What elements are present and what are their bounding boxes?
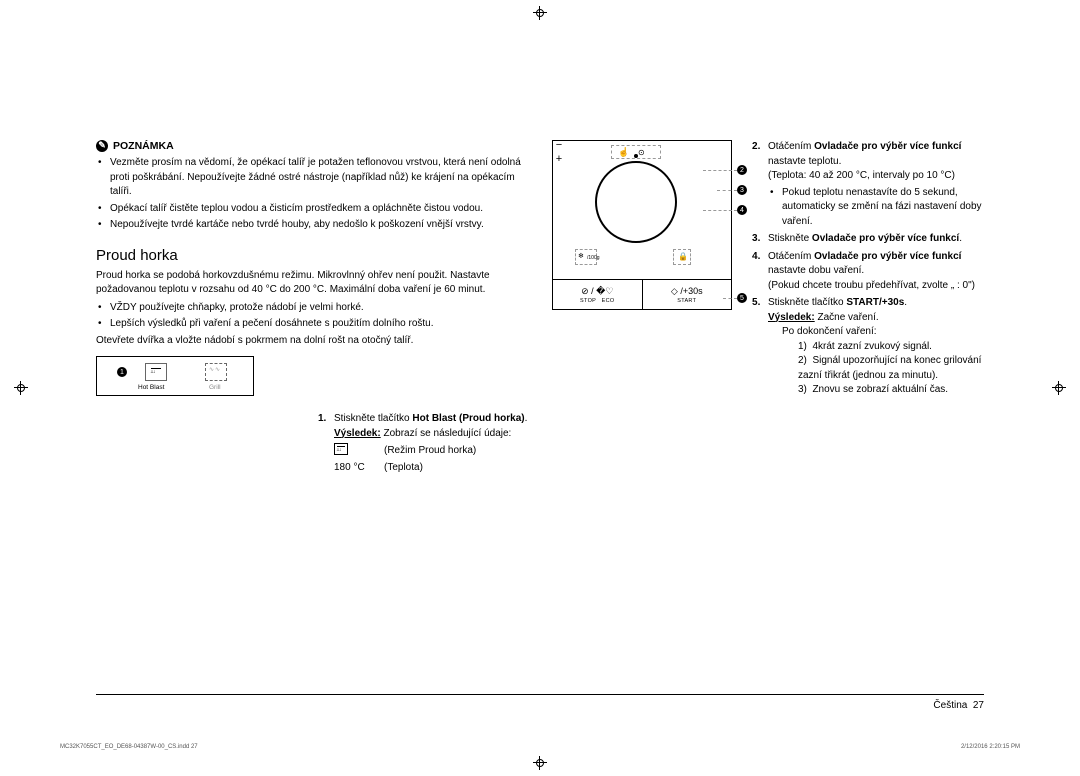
connector-line: [723, 298, 737, 299]
right-column: ☝ ⊙ − + ❄ /100g 🔒 ⊘ / �♡: [552, 140, 984, 401]
footer-page: Čeština 27: [933, 700, 984, 711]
dial-bottom-row: ⊘ / �♡ STOP ECO ◇ /+30s START: [553, 279, 731, 309]
stop-label: STOP: [580, 298, 596, 304]
step-1-result-label: Výsledek:: [334, 428, 381, 439]
hotblast-mode-icon: [334, 443, 348, 455]
step-2: Otáčením Ovladače pro výběr více funkcí …: [752, 140, 984, 229]
step-3: Stiskněte Ovladače pro výběr více funkcí…: [752, 232, 984, 247]
eco-label: ECO: [602, 298, 615, 304]
step-5-sublist: 1) 4krát zazní zvukový signál. 2) Signál…: [782, 340, 984, 398]
registration-mark-right: [1052, 381, 1066, 395]
defrost-segment: ❄ /100g: [575, 249, 597, 265]
step-1-result-text: Zobrazí se následující údaje:: [383, 428, 511, 439]
step-5-result-label: Výsledek:: [768, 312, 815, 323]
section-title: Proud horka: [96, 247, 528, 264]
section-bullets: VŽDY používejte chňapky, protože nádobí …: [96, 301, 528, 332]
step-num-1-icon: 1: [117, 367, 127, 377]
note-item: Vezměte prosím na vědomí, že opékací tal…: [110, 156, 528, 200]
grill-button-icon: ∿∿: [205, 363, 227, 381]
registration-mark-left: [14, 381, 28, 395]
hotblast-button-icon: [145, 363, 167, 381]
step-5-sub-3: 3) Znovu se zobrazí aktuální čas.: [798, 383, 984, 398]
temp-value: 180 °C: [334, 460, 374, 475]
step-1-block: Stiskněte tlačítko Hot Blast (Proud hork…: [318, 412, 528, 475]
step-4-note: (Pokud chcete troubu předehřívat, zvolte…: [768, 279, 984, 294]
step-num-5-icon: 5: [737, 293, 747, 303]
dial-diagram: ☝ ⊙ − + ❄ /100g 🔒 ⊘ / �♡: [552, 140, 732, 310]
step-num-2-icon: 2: [737, 165, 747, 175]
footer-meta-left: MC32K7055CT_EO_DE68-04387W-00_CS.indd 27: [60, 744, 198, 750]
lock-segment: 🔒: [673, 249, 691, 265]
note-item: Opékací talíř čistěte teplou vodou a čis…: [110, 202, 528, 217]
section-bullet: VŽDY používejte chňapky, protože nádobí …: [110, 301, 528, 316]
grill-label: Grill: [209, 384, 221, 391]
start-label: START: [677, 298, 696, 304]
minus-icon: −: [553, 141, 565, 153]
note-label: POZNÁMKA: [113, 140, 174, 152]
steps-list: Otáčením Ovladače pro výběr více funkcí …: [752, 140, 984, 398]
note-icon: ✎: [96, 140, 108, 152]
footer-meta-right: 2/12/2016 2:20:15 PM: [961, 744, 1020, 750]
step-5-after: Po dokončení vaření: 1) 4krát zazní zvuk…: [768, 325, 984, 398]
note-list: Vezměte prosím na vědomí, že opékací tal…: [96, 156, 528, 233]
plus-icon: +: [553, 153, 565, 165]
note-item: Nepoužívejte tvrdé kartáče nebo tvrdé ho…: [110, 218, 528, 233]
temp-text: (Teplota): [384, 460, 423, 475]
registration-mark-bottom: [533, 756, 547, 770]
step-5-result-text: Začne vaření.: [817, 312, 878, 323]
left-column: ✎ POZNÁMKA Vezměte prosím na vědomí, že …: [96, 140, 528, 401]
mode-text: (Režim Proud horka): [384, 443, 476, 460]
note-heading: ✎ POZNÁMKA: [96, 140, 528, 152]
step-num-4-icon: 4: [737, 205, 747, 215]
step-5-sub-1: 1) 4krát zazní zvukový signál.: [798, 340, 984, 355]
hotblast-label: Hot Blast: [138, 384, 164, 391]
display-readout: (Režim Proud horka) 180 °C (Teplota): [318, 443, 528, 475]
plus30-label: /+30s: [680, 286, 702, 296]
page-content: ✎ POZNÁMKA Vezměte prosím na vědomí, že …: [96, 140, 984, 696]
step-2-note: (Teplota: 40 až 200 °C, intervaly po 10 …: [768, 169, 984, 184]
connector-line: [703, 170, 737, 171]
mode-icon-cell: [334, 443, 374, 460]
step-2-bullet: Pokud teplotu nenastavíte do 5 sekund, a…: [782, 186, 984, 230]
section-p1: Proud horka se podobá horkovzdušnému rež…: [96, 269, 528, 298]
step-5-sub-2: 2) Signál upozorňující na konec grilován…: [798, 354, 984, 383]
step-1: Stiskněte tlačítko Hot Blast (Proud hork…: [318, 412, 528, 441]
step-4: Otáčením Ovladače pro výběr více funkcí …: [752, 250, 984, 294]
section-p2: Otevřete dvířka a vložte nádobí s pokrme…: [96, 334, 528, 349]
mini-control-diagram: 1 ∿∿ Hot Blast Grill: [96, 356, 254, 396]
section-body: Proud horka se podobá horkovzdušnému rež…: [96, 269, 528, 349]
start-icon: ◇: [671, 286, 678, 296]
start-cell: ◇ /+30s START: [643, 280, 732, 309]
connector-line: [717, 190, 737, 191]
stop-eco-cell: ⊘ / �♡ STOP ECO: [553, 280, 643, 309]
step-num-3-icon: 3: [737, 185, 747, 195]
step-5: Stiskněte tlačítko START/+30s. Výsledek:…: [752, 296, 984, 398]
connector-line: [703, 210, 737, 211]
section-bullet: Lepších výsledků při vaření a pečení dos…: [110, 317, 528, 332]
footer-rule: [96, 694, 984, 695]
stop-icon: ⊘ / �♡: [581, 286, 613, 297]
registration-mark-top: [533, 6, 547, 20]
dial-knob-icon: [595, 161, 677, 243]
